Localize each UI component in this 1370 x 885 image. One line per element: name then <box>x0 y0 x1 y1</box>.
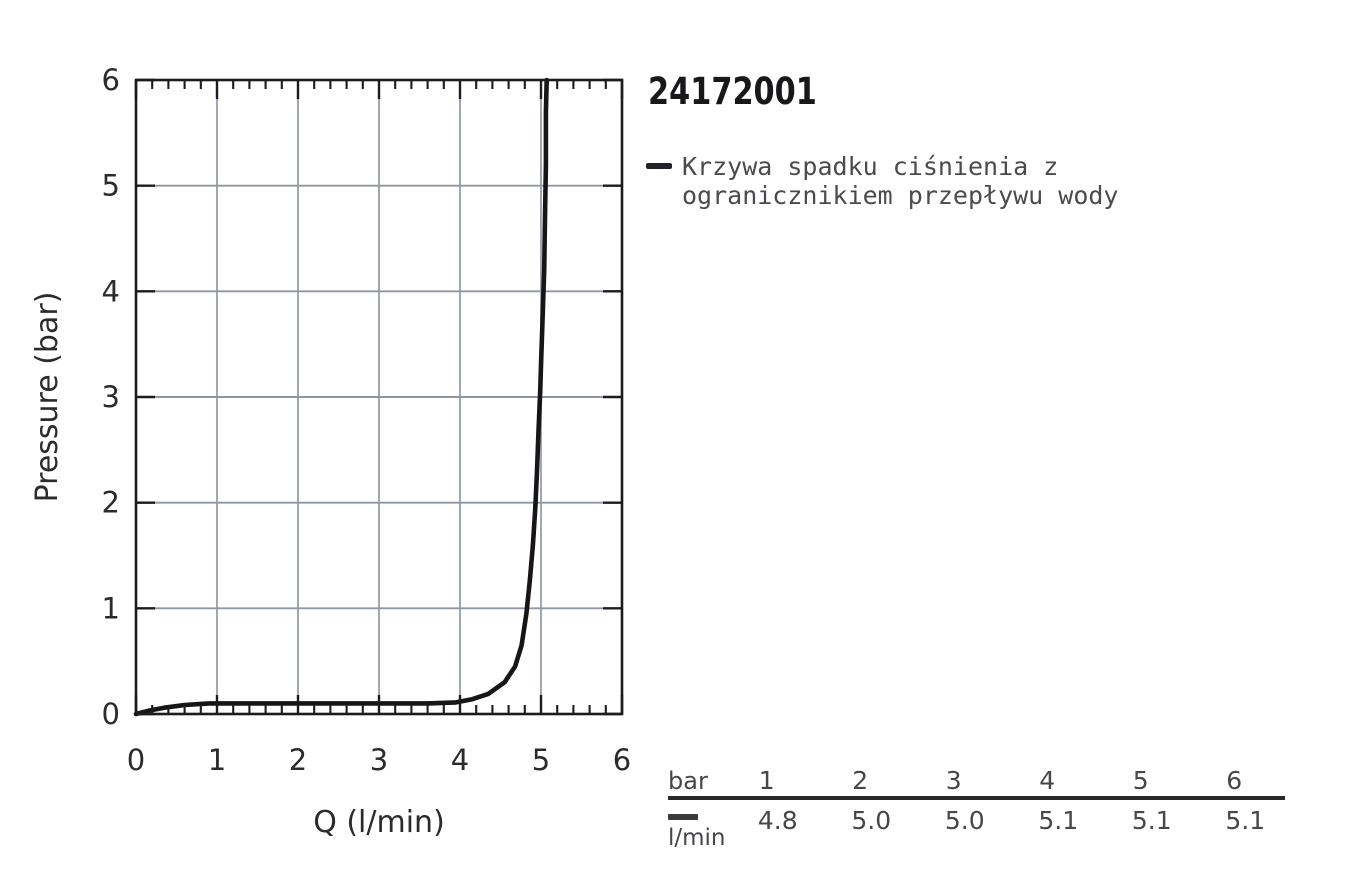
table-pressure-cell: 4 <box>1039 766 1056 795</box>
y-tick-label: 3 <box>102 380 120 414</box>
table-unit-bar-label: bar <box>668 767 708 795</box>
flow-table: bar 1 2 3 4 5 6 l/min 4.8 5.0 5.0 5.1 5.1 5.1 <box>668 768 1285 850</box>
table-pressure-cell: 3 <box>945 766 962 795</box>
flow-table-value-row: l/min 4.8 5.0 5.0 5.1 5.1 5.1 <box>668 808 1285 850</box>
table-pressure-cell: 6 <box>1226 766 1243 795</box>
y-tick-label: 4 <box>102 274 120 308</box>
y-tick-label: 0 <box>102 697 120 731</box>
table-curve-swatch-icon <box>668 814 698 820</box>
legend: Krzywa spadku ciśnienia z ogranicznikiem… <box>646 152 1119 210</box>
product-number-title: 24172001 <box>648 70 817 113</box>
legend-label-line1: Krzywa spadku ciśnienia z <box>682 152 1059 181</box>
table-flow-cell: 5.1 <box>1038 806 1079 835</box>
x-tick-label: 5 <box>532 743 550 777</box>
x-tick-label: 0 <box>127 743 145 777</box>
table-unit-lmin-label: l/min <box>668 825 726 851</box>
legend-label-line2: ogranicznikiem przepływu wody <box>682 181 1119 210</box>
legend-label: Krzywa spadku ciśnienia z ogranicznikiem… <box>682 152 1119 210</box>
pressure-flow-chart: 0 1 2 3 4 5 6 0 1 2 3 4 5 6 Q (l/min) Pressure (bar) <box>30 63 631 840</box>
x-axis-title: Q (l/min) <box>313 805 445 840</box>
y-tick-label: 5 <box>102 169 120 203</box>
legend-line-swatch-icon <box>646 163 672 169</box>
table-pressure-cell: 2 <box>852 766 869 795</box>
x-tick-label: 3 <box>370 743 388 777</box>
y-tick-label: 1 <box>102 591 120 625</box>
flow-table-header-row: bar 1 2 3 4 5 6 <box>668 768 1285 800</box>
x-tick-label: 2 <box>289 743 307 777</box>
table-flow-cell: 5.0 <box>851 806 892 835</box>
y-tick-label: 6 <box>102 63 120 97</box>
table-marker-cell: l/min <box>668 808 726 851</box>
x-tick-label: 1 <box>208 743 226 777</box>
x-tick-label: 6 <box>613 743 631 777</box>
flow-curve <box>133 77 550 717</box>
y-tick-label: 2 <box>102 486 120 520</box>
x-tick-label: 4 <box>451 743 469 777</box>
table-pressure-cell: 1 <box>758 766 775 795</box>
table-pressure-cell: 5 <box>1132 766 1149 795</box>
table-flow-cell: 5.1 <box>1225 806 1266 835</box>
table-flow-cell: 4.8 <box>757 806 798 835</box>
table-flow-cell: 5.1 <box>1131 806 1172 835</box>
table-flow-cell: 5.0 <box>944 806 985 835</box>
y-axis-title: Pressure (bar) <box>30 292 65 503</box>
